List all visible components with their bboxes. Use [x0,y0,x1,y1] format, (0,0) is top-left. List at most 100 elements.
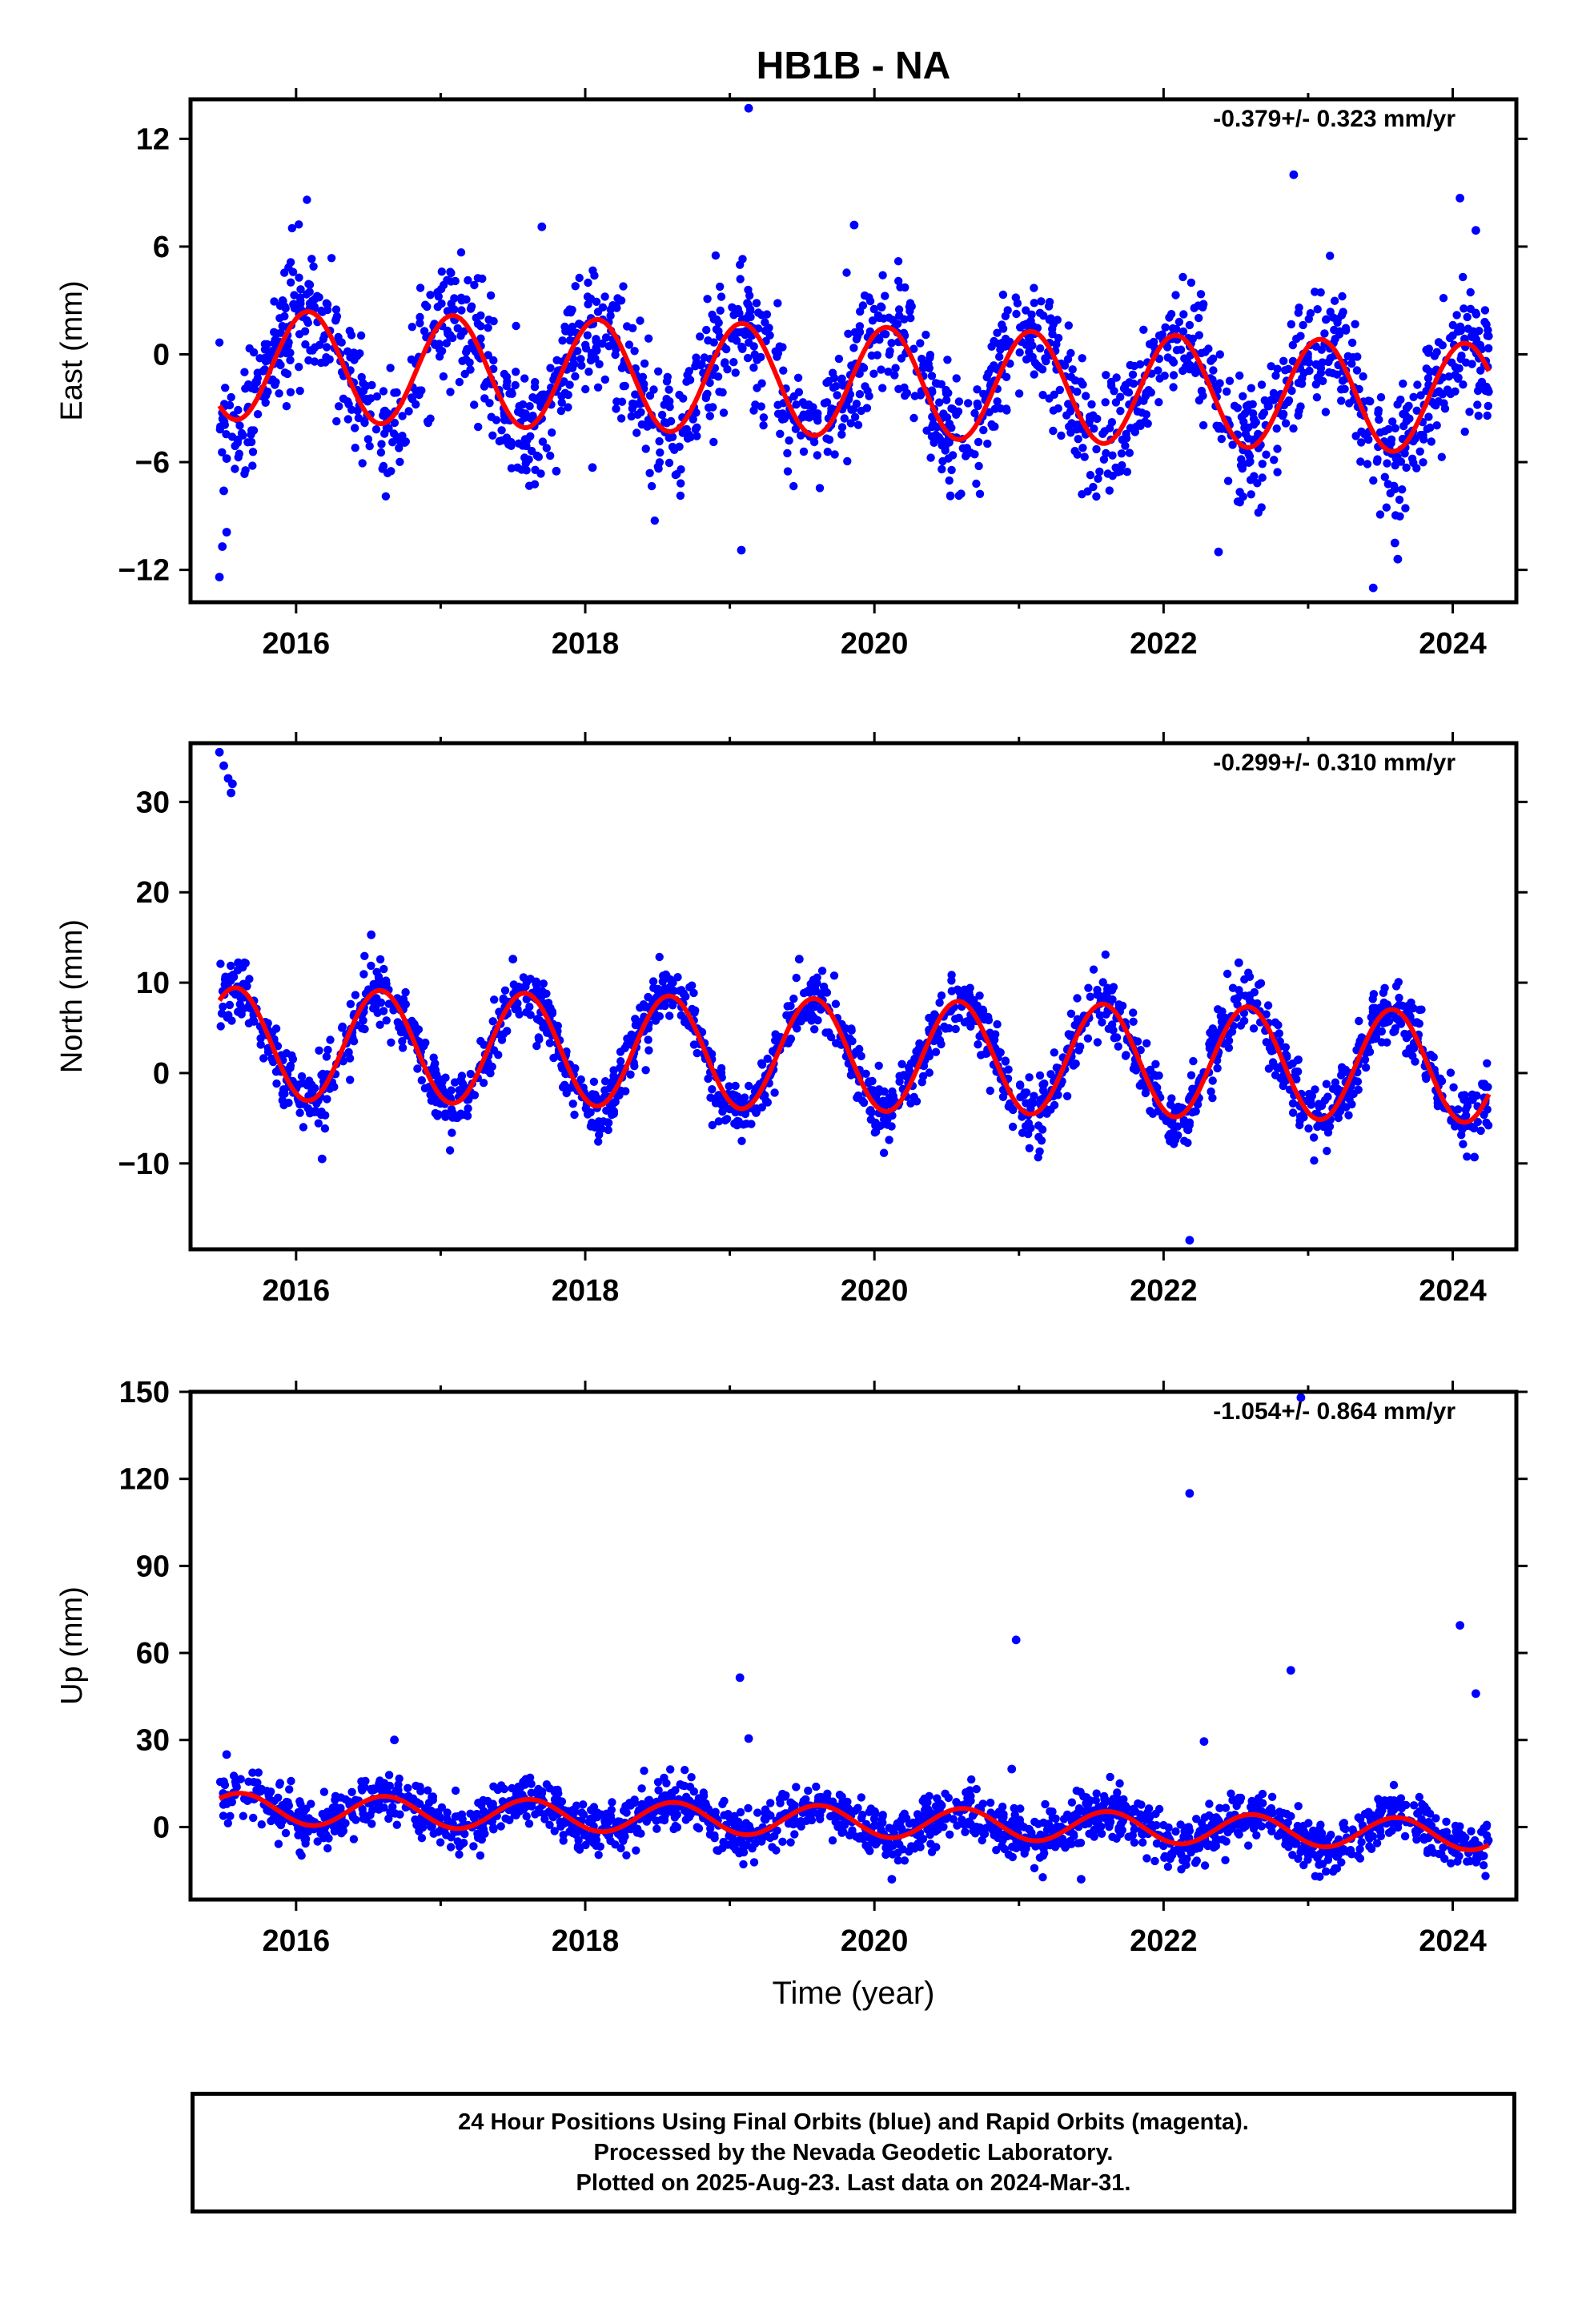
data-point [363,397,372,406]
data-point [1357,438,1366,447]
data-point [665,1011,674,1020]
data-point [509,980,518,989]
data-point [1154,1804,1164,1814]
data-point [612,397,621,406]
data-point [546,451,555,460]
data-point [600,1077,610,1086]
data-point [586,356,596,365]
data-point [453,324,462,333]
data-point [718,1799,727,1808]
data-point [1412,1835,1421,1844]
data-point [901,283,909,292]
data-point [685,1783,695,1791]
data-point [778,1837,787,1846]
data-point [778,343,787,352]
data-point [1185,365,1195,374]
panel-frame [188,741,1519,1252]
data-point [1099,455,1109,464]
data-point [712,315,721,324]
data-point [446,1843,456,1852]
data-point [1472,1091,1481,1100]
data-point [683,434,693,443]
data-point [773,1032,782,1041]
data-point [722,344,731,354]
data-point [220,420,229,429]
data-point [522,995,531,1003]
data-point [356,388,365,396]
data-point [279,1100,288,1110]
data-point [1064,400,1073,408]
data-point [375,1020,384,1029]
data-point [648,977,658,986]
data-point [379,461,388,471]
data-point [568,305,576,315]
data-point [1116,392,1125,401]
data-point [716,282,725,292]
data-point [538,437,548,446]
data-point [446,388,455,396]
data-point [296,296,305,305]
data-point [709,437,718,447]
data-point [946,1830,954,1839]
data-point [783,467,793,476]
data-point [1273,468,1282,476]
data-point [805,988,814,997]
data-point [1087,400,1096,409]
data-point [331,305,341,314]
data-point [1066,428,1075,437]
data-point [535,1807,544,1817]
data-point [478,274,487,283]
data-point [708,1085,717,1094]
data-point [1215,379,1224,388]
data-point [1105,486,1114,495]
data-point [1337,396,1346,405]
data-point [749,1858,759,1867]
outlier-point [317,1154,327,1164]
data-point [1102,371,1110,380]
data-point [221,384,230,392]
data-point [1186,278,1196,287]
data-point [1467,1122,1476,1131]
data-point [1209,366,1218,375]
data-point [1254,508,1263,517]
data-point [468,344,477,353]
data-point [1399,379,1407,388]
data-point [993,397,1002,406]
data-point [823,448,833,456]
data-point [716,306,725,315]
data-point [1463,1101,1472,1111]
data-point [1348,353,1358,362]
data-point [633,410,642,419]
data-point [1409,458,1418,468]
data-point [1169,1128,1178,1137]
data-point [671,1821,680,1831]
data-point [456,248,466,257]
data-point [1267,1792,1277,1801]
data-point [455,1850,464,1859]
data-point [507,464,516,472]
data-point [1199,420,1208,430]
data-point [689,1040,699,1049]
data-point [851,1047,861,1056]
outlier-point [552,466,561,476]
data-point [1239,392,1247,400]
data-point [1376,392,1386,402]
data-point [848,1036,857,1046]
data-point [377,440,386,448]
data-point [571,282,580,291]
data-point [1054,333,1063,343]
data-point [1214,424,1223,433]
data-point [1015,348,1024,357]
data-point [462,348,471,356]
data-point [1030,1817,1039,1827]
data-point [984,369,993,378]
data-point [303,318,312,328]
data-point [1221,1803,1231,1812]
data-point [274,1839,283,1848]
y-tick-label: −12 [118,554,170,588]
data-point [1067,1798,1077,1807]
data-point [500,369,509,379]
data-point [545,1039,554,1047]
data-point [296,285,305,294]
